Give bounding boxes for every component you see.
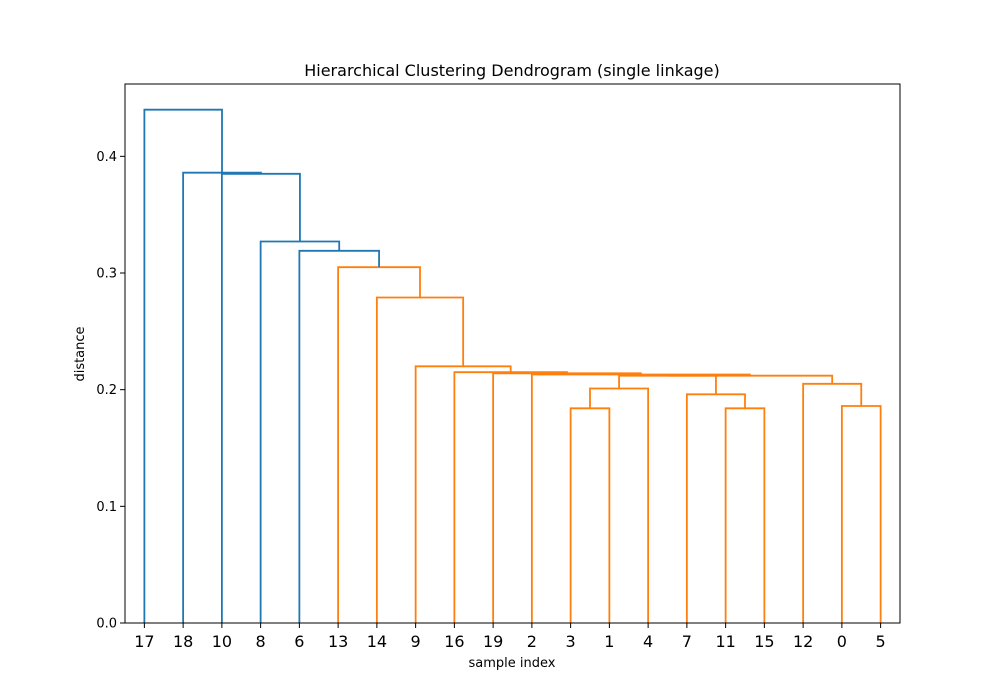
dendrogram-links bbox=[143, 108, 882, 623]
leaf-label-11: 11 bbox=[715, 632, 735, 651]
y-tick-label: 0.3 bbox=[96, 267, 117, 282]
dendrogram-link-3 bbox=[840, 405, 882, 623]
dendrogram-link-1 bbox=[569, 407, 611, 623]
dendrogram-link-19 bbox=[143, 108, 223, 623]
dendrogram-link-7 bbox=[618, 374, 717, 395]
y-axis-label: distance bbox=[73, 326, 88, 381]
dendrogram-link-12 bbox=[414, 365, 512, 623]
leaf-label-0: 0 bbox=[837, 632, 847, 651]
leaf-label-19: 19 bbox=[483, 632, 503, 651]
dendrogram-link-13 bbox=[375, 296, 465, 623]
dendrogram-link-14 bbox=[337, 266, 421, 623]
plot-frame bbox=[124, 83, 901, 624]
chart-title: Hierarchical Clustering Dendrogram (sing… bbox=[304, 61, 720, 80]
dendrogram-link-2 bbox=[724, 407, 766, 623]
leaf-label-1: 1 bbox=[604, 632, 614, 651]
leaf-label-18: 18 bbox=[173, 632, 193, 651]
y-tick-label: 0.1 bbox=[96, 500, 117, 515]
leaf-label-10: 10 bbox=[212, 632, 232, 651]
leaf-label-9: 9 bbox=[411, 632, 421, 651]
leaf-label-2: 2 bbox=[527, 632, 537, 651]
leaf-label-17: 17 bbox=[134, 632, 154, 651]
leaf-label-7: 7 bbox=[682, 632, 692, 651]
leaf-label-15: 15 bbox=[754, 632, 774, 651]
dendrogram-link-11 bbox=[453, 371, 568, 623]
y-tick-label: 0.0 bbox=[96, 617, 117, 632]
dendrogram-link-15 bbox=[298, 249, 380, 623]
y-tick-label: 0.4 bbox=[96, 150, 117, 165]
dendrogram-link-6 bbox=[802, 382, 863, 623]
leaf-label-13: 13 bbox=[328, 632, 348, 651]
y-tick-label: 0.2 bbox=[96, 383, 117, 398]
dendrogram-link-5 bbox=[589, 387, 650, 623]
x-axis: 17 18 10 8 6 13 14 9 16 19 2 3 1 4 7 11 15 12 0 5 bbox=[134, 623, 886, 651]
leaf-label-5: 5 bbox=[876, 632, 886, 651]
x-axis-label: sample index bbox=[469, 656, 556, 671]
dendrogram-link-8 bbox=[667, 374, 834, 384]
leaf-label-12: 12 bbox=[793, 632, 813, 651]
dendrogram-link-10 bbox=[492, 372, 642, 623]
leaf-label-4: 4 bbox=[643, 632, 653, 651]
leaf-label-8: 8 bbox=[256, 632, 266, 651]
dendrogram-link-18 bbox=[182, 171, 262, 623]
leaf-label-16: 16 bbox=[444, 632, 464, 651]
y-axis: 0.0 0.1 0.2 0.3 0.4 bbox=[96, 150, 125, 632]
dendrogram-link-9 bbox=[530, 373, 751, 623]
dendrogram-link-4 bbox=[685, 393, 746, 623]
leaf-label-3: 3 bbox=[566, 632, 576, 651]
leaf-label-14: 14 bbox=[367, 632, 387, 651]
leaf-label-6: 6 bbox=[294, 632, 304, 651]
